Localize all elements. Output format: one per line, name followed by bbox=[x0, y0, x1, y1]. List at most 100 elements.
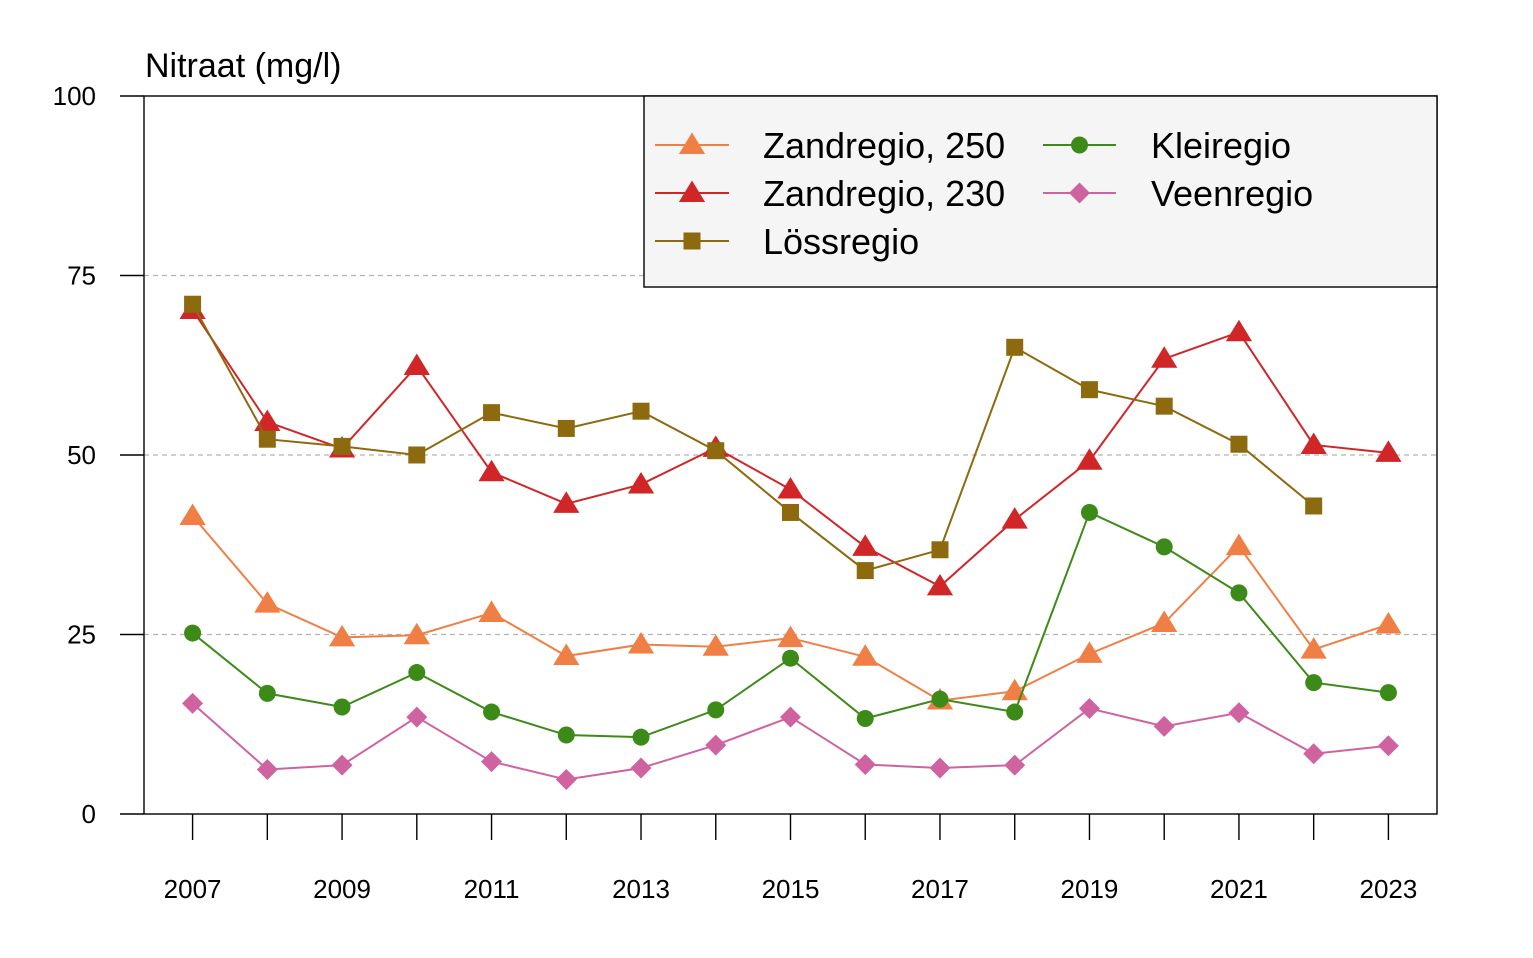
series-2 bbox=[184, 295, 1323, 580]
series-1 bbox=[179, 297, 1402, 596]
data-point bbox=[856, 710, 874, 728]
data-point bbox=[1078, 697, 1100, 719]
data-point bbox=[184, 295, 202, 313]
x-tick-label: 2017 bbox=[911, 874, 969, 904]
data-point bbox=[403, 622, 430, 645]
legend-swatch-marker bbox=[678, 132, 706, 154]
legend: Zandregio, 250 Zandregio, 230 Lössregio Kle… bbox=[643, 95, 1438, 288]
data-point bbox=[1379, 684, 1397, 702]
data-point bbox=[1305, 497, 1323, 515]
x-tick-label: 2007 bbox=[164, 874, 222, 904]
data-point bbox=[333, 698, 351, 716]
data-point bbox=[478, 459, 505, 482]
data-point bbox=[1375, 611, 1402, 634]
data-point bbox=[403, 353, 430, 375]
legend-label: Zandregio, 250 bbox=[763, 125, 1005, 166]
data-point bbox=[1076, 641, 1103, 663]
data-point bbox=[555, 769, 577, 791]
y-tick-label: 25 bbox=[67, 620, 96, 650]
y-axis-title: Nitraat (mg/l) bbox=[145, 47, 341, 85]
data-point bbox=[1080, 381, 1098, 399]
data-point bbox=[854, 753, 876, 775]
data-point bbox=[1230, 584, 1248, 602]
data-point bbox=[1303, 743, 1325, 765]
data-point bbox=[1305, 674, 1323, 692]
axes: 0 25 50 75 100 2007 2009 2011 2013 2015 2017 2019 20… bbox=[53, 81, 1438, 904]
data-point bbox=[777, 625, 804, 648]
data-point bbox=[258, 430, 276, 448]
x-tick-label: 2023 bbox=[1359, 874, 1417, 904]
data-point bbox=[1006, 338, 1024, 356]
legend-box bbox=[643, 95, 1438, 288]
x-tick-label: 2015 bbox=[762, 874, 820, 904]
data-point bbox=[705, 734, 727, 756]
data-point bbox=[182, 692, 204, 714]
data-point bbox=[1080, 503, 1098, 521]
data-point bbox=[557, 726, 575, 744]
legend-item: Kleiregio bbox=[1043, 125, 1291, 166]
data-point bbox=[929, 757, 951, 779]
series-line bbox=[191, 511, 1389, 739]
legend-label: Lössregio bbox=[763, 221, 919, 262]
data-point bbox=[553, 491, 580, 513]
legend-swatch-marker bbox=[1071, 136, 1088, 154]
x-tick-label: 2009 bbox=[313, 874, 371, 904]
data-point bbox=[782, 503, 799, 521]
data-point bbox=[256, 758, 278, 780]
data-point bbox=[1225, 319, 1253, 342]
data-point bbox=[254, 591, 281, 613]
data-point bbox=[1155, 397, 1173, 415]
data-point bbox=[553, 643, 580, 666]
legend-item: Zandregio, 250 bbox=[655, 125, 1005, 166]
legend-item: Veenregio bbox=[1043, 173, 1313, 214]
legend-item: Lössregio bbox=[655, 221, 919, 262]
data-point bbox=[1001, 507, 1028, 529]
data-point bbox=[1153, 715, 1175, 737]
x-tick-label: 2021 bbox=[1210, 874, 1268, 904]
data-point bbox=[782, 649, 799, 667]
data-point bbox=[331, 754, 353, 776]
data-point bbox=[328, 624, 356, 647]
legend-swatch-marker bbox=[678, 180, 706, 202]
data-point bbox=[1225, 533, 1253, 556]
data-point bbox=[1006, 703, 1024, 721]
data-point bbox=[179, 503, 206, 526]
legend-swatch-marker bbox=[1069, 182, 1090, 204]
data-point bbox=[852, 534, 879, 556]
series-3 bbox=[184, 503, 1397, 746]
data-point bbox=[1151, 610, 1178, 633]
data-point bbox=[1151, 346, 1178, 368]
series-line bbox=[191, 515, 1389, 702]
data-point bbox=[926, 573, 954, 596]
data-point bbox=[780, 706, 801, 728]
data-point bbox=[333, 437, 351, 455]
series bbox=[179, 295, 1402, 791]
data-point bbox=[1377, 735, 1399, 757]
series-line bbox=[191, 309, 1389, 588]
y-tick-label: 0 bbox=[82, 799, 96, 829]
data-point bbox=[557, 419, 575, 437]
data-point bbox=[483, 404, 501, 422]
data-point bbox=[1076, 448, 1103, 470]
data-point bbox=[852, 644, 879, 666]
data-point bbox=[856, 562, 874, 580]
data-point bbox=[931, 690, 949, 708]
data-point bbox=[630, 757, 652, 779]
legend-label: Zandregio, 230 bbox=[763, 173, 1005, 214]
data-point bbox=[931, 541, 949, 559]
data-point bbox=[478, 600, 505, 622]
series-0 bbox=[179, 503, 1402, 710]
data-point bbox=[627, 632, 655, 654]
data-point bbox=[408, 664, 426, 682]
legend-label: Kleiregio bbox=[1151, 125, 1291, 166]
data-point bbox=[1155, 538, 1173, 556]
data-point bbox=[1230, 435, 1248, 453]
legend-item: Zandregio, 230 bbox=[655, 173, 1005, 214]
data-point bbox=[406, 706, 428, 728]
series-4 bbox=[182, 692, 1399, 791]
y-tick-label: 100 bbox=[53, 81, 96, 111]
y-tick-label: 50 bbox=[67, 440, 96, 470]
data-point bbox=[408, 446, 426, 464]
data-point bbox=[632, 728, 650, 746]
legend-swatch-marker bbox=[683, 232, 701, 250]
